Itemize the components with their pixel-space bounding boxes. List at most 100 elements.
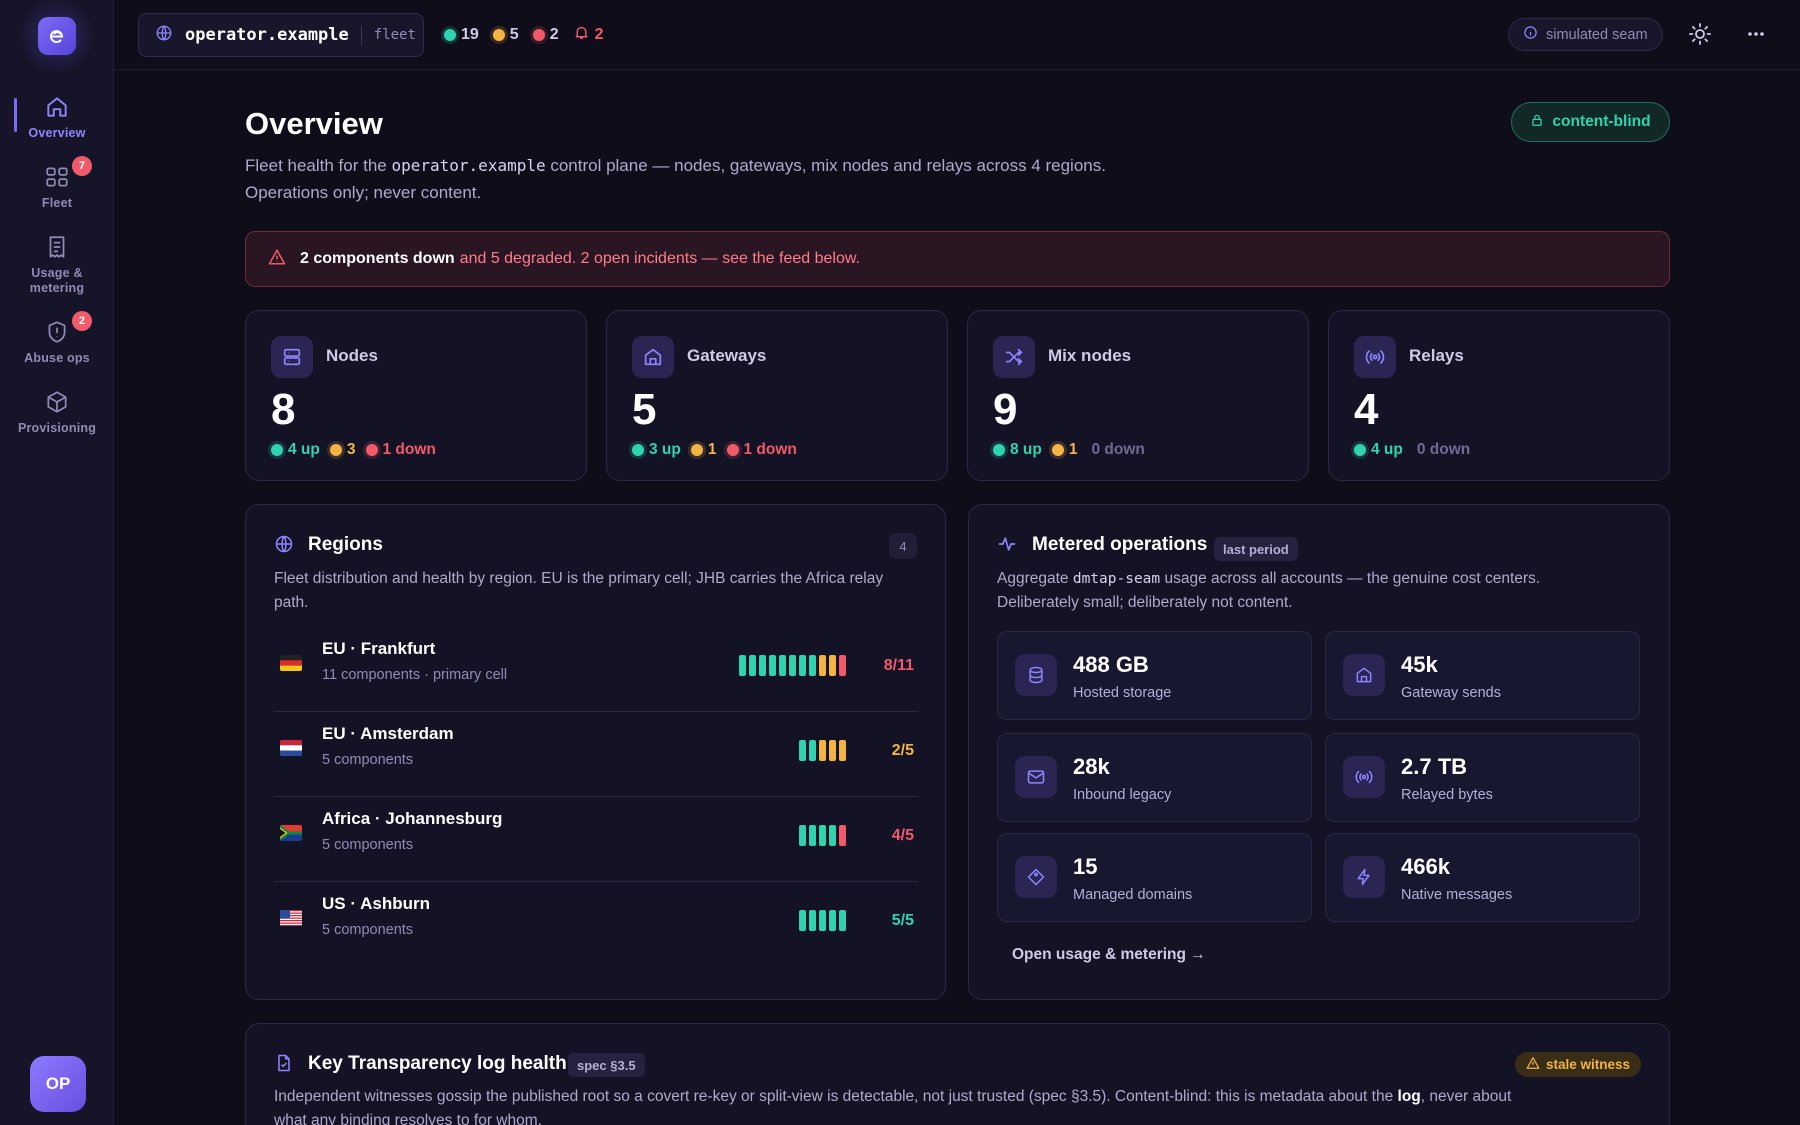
meter-gateway-sends[interactable]: 45k Gateway sends: [1325, 631, 1640, 720]
nav-fleet[interactable]: 7 Fleet: [0, 156, 114, 210]
health-bars: [739, 655, 846, 676]
flag-za-icon: [280, 825, 302, 841]
user-avatar[interactable]: OP: [30, 1056, 86, 1112]
simulated-seam-badge[interactable]: simulated seam: [1508, 18, 1663, 51]
health-bar-down: [839, 825, 846, 846]
topbar: operator.example fleet 19 5 2 2 simulate…: [114, 0, 1800, 70]
grid-icon: 7: [44, 156, 92, 190]
nav-fleet-label: Fleet: [41, 196, 73, 210]
count-down[interactable]: 2: [532, 26, 559, 44]
nav-provisioning[interactable]: Provisioning: [0, 389, 114, 435]
stat-card-gateways[interactable]: Gateways 5 3 up 1 1 down: [606, 310, 948, 481]
health-bar-up: [799, 740, 806, 761]
flag-nl-icon: [280, 740, 302, 756]
health-bars: [799, 740, 846, 761]
flag-us-icon: [280, 910, 302, 926]
nav-abuse-label: Abuse ops: [24, 351, 90, 365]
health-bar-degraded: [819, 740, 826, 761]
app-logo[interactable]: [18, 0, 96, 75]
document-check-icon: [274, 1053, 294, 1078]
health-bar-up: [809, 825, 816, 846]
health-bar-up: [809, 655, 816, 676]
stat-card-relays[interactable]: Relays 4 4 up 0 down: [1328, 310, 1670, 481]
broadcast-icon: [1354, 336, 1396, 378]
meter-inbound-legacy[interactable]: 28k Inbound legacy: [997, 733, 1312, 822]
count-up[interactable]: 19: [444, 26, 479, 44]
nav-usage[interactable]: Usage & metering: [0, 234, 114, 296]
meter-managed-domains[interactable]: 15 Managed domains: [997, 833, 1312, 922]
info-icon: [1523, 25, 1538, 44]
logo-mark: [38, 17, 76, 55]
health-bar-up: [839, 910, 846, 931]
health-bars: [799, 825, 846, 846]
kt-panel: Key Transparency log health spec §3.5 st…: [245, 1023, 1670, 1125]
page-intro: Fleet health for the operator.example co…: [245, 156, 1106, 202]
abuse-badge: 2: [72, 311, 92, 331]
health-bars: [799, 910, 846, 931]
shield-icon: 2: [44, 311, 92, 345]
meter-hosted-storage[interactable]: 488 GB Hosted storage: [997, 631, 1312, 720]
fleet-badge: 7: [72, 156, 92, 176]
period-chip[interactable]: last period: [1214, 537, 1298, 561]
nav-overview[interactable]: Overview: [0, 94, 114, 140]
kt-title: Key Transparency log health: [308, 1053, 567, 1074]
open-usage-link[interactable]: Open usage & metering →: [1012, 946, 1206, 963]
health-bar-down: [839, 655, 846, 676]
sun-icon: [1688, 23, 1712, 50]
health-bar-up: [809, 910, 816, 931]
health-bar-up: [819, 910, 826, 931]
meter-relayed-bytes[interactable]: 2.7 TB Relayed bytes: [1325, 733, 1640, 822]
host-selector[interactable]: operator.example fleet: [138, 13, 424, 57]
broadcast-icon: [1343, 756, 1385, 798]
stat-card-mix-nodes[interactable]: Mix nodes 9 8 up 1 0 down: [967, 310, 1309, 481]
region-row-frankfurt[interactable]: EU · Frankfurt 11 components · primary c…: [274, 627, 918, 712]
region-ratio: 2/5: [891, 742, 914, 759]
sidebar: Overview 7 Fleet Usage & metering 2 Abus…: [0, 0, 114, 1125]
region-row-johannesburg[interactable]: Africa · Johannesburg 5 components 4/5: [274, 797, 918, 882]
globe-icon: [155, 24, 173, 47]
health-bar-up: [749, 655, 756, 676]
regions-count: 4: [889, 533, 917, 559]
health-bar-up: [809, 740, 816, 761]
health-bar-up: [799, 825, 806, 846]
health-bar-up: [759, 655, 766, 676]
shuffle-icon: [993, 336, 1035, 378]
box-icon: [44, 389, 70, 415]
health-bar-up: [829, 910, 836, 931]
incident-alert[interactable]: 2 components down and 5 degraded. 2 open…: [245, 231, 1670, 287]
nav-active-indicator: [14, 98, 17, 132]
count-degraded[interactable]: 5: [492, 26, 519, 44]
health-bar-up: [819, 825, 826, 846]
tag-icon: [1015, 856, 1057, 898]
flag-de-icon: [280, 655, 302, 671]
region-ratio: 4/5: [891, 827, 914, 844]
host-tag: fleet: [373, 27, 416, 43]
activity-icon: [997, 534, 1017, 559]
health-bar-up: [799, 655, 806, 676]
spec-chip[interactable]: spec §3.5: [568, 1053, 645, 1077]
theme-toggle[interactable]: [1688, 22, 1714, 48]
health-bar-up: [829, 825, 836, 846]
nav-abuse-ops[interactable]: 2 Abuse ops: [0, 311, 114, 365]
health-bar-degraded: [829, 740, 836, 761]
nav-usage-label: Usage &: [31, 266, 83, 280]
metered-desc: Aggregate dmtap-seam usage across all ac…: [997, 570, 1541, 611]
region-row-amsterdam[interactable]: EU · Amsterdam 5 components 2/5: [274, 712, 918, 797]
nav-provisioning-label: Provisioning: [17, 421, 97, 435]
content-blind-badge[interactable]: content-blind: [1511, 102, 1670, 142]
metered-panel: Metered operations last period Aggregate…: [968, 504, 1670, 1000]
region-ratio: 5/5: [891, 912, 914, 929]
health-bar-up: [789, 655, 796, 676]
more-menu[interactable]: [1744, 22, 1770, 48]
stat-card-nodes[interactable]: Nodes 8 4 up 3 1 down: [245, 310, 587, 481]
region-ratio: 8/11: [883, 657, 914, 674]
degraded-dot-icon: [492, 28, 505, 41]
region-row-ashburn[interactable]: US · Ashburn 5 components 5/5: [274, 882, 918, 967]
lock-icon: [1530, 113, 1544, 132]
meter-native-messages[interactable]: 466k Native messages: [1325, 833, 1640, 922]
count-alerts[interactable]: 2: [573, 24, 604, 46]
nav-usage-label-2: metering: [29, 281, 85, 295]
down-dot-icon: [532, 28, 545, 41]
stale-witness-badge[interactable]: stale witness: [1514, 1052, 1641, 1077]
regions-title: Regions: [308, 534, 383, 555]
